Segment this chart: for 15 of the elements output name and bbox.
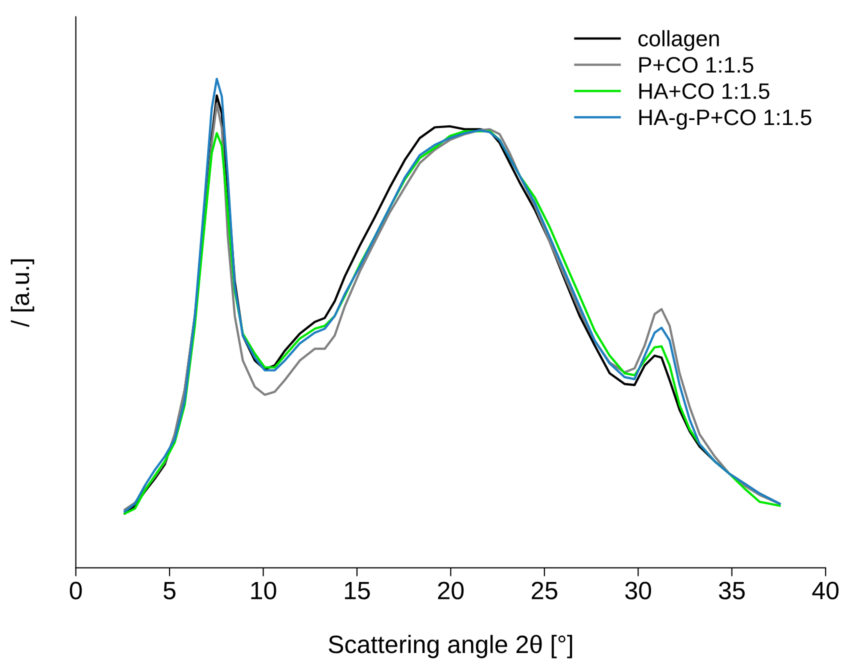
legend-label: HA-g-P+CO 1:1.5	[639, 110, 812, 130]
x-tick-label: 15	[344, 582, 370, 600]
legend-label: collagen	[638, 30, 719, 51]
x-tick-label: 35	[718, 582, 745, 600]
x-tick-label: 40	[812, 582, 839, 600]
x-tick-label: 20	[438, 582, 464, 600]
x-tick-label: 25	[532, 582, 558, 600]
x-tick-label: 0	[70, 582, 82, 600]
x-axis-title: Scattering angle 2θ [°]	[328, 634, 572, 658]
x-tick-label: 5	[164, 582, 176, 600]
y-axis-title: / [a.u.]	[10, 259, 34, 328]
x-tick-label: 10	[251, 582, 276, 600]
x-tick-label: 30	[625, 582, 652, 600]
legend-label: P+CO 1:1.5	[639, 56, 754, 73]
legend-label: HA+CO 1:1.5	[639, 83, 770, 99]
